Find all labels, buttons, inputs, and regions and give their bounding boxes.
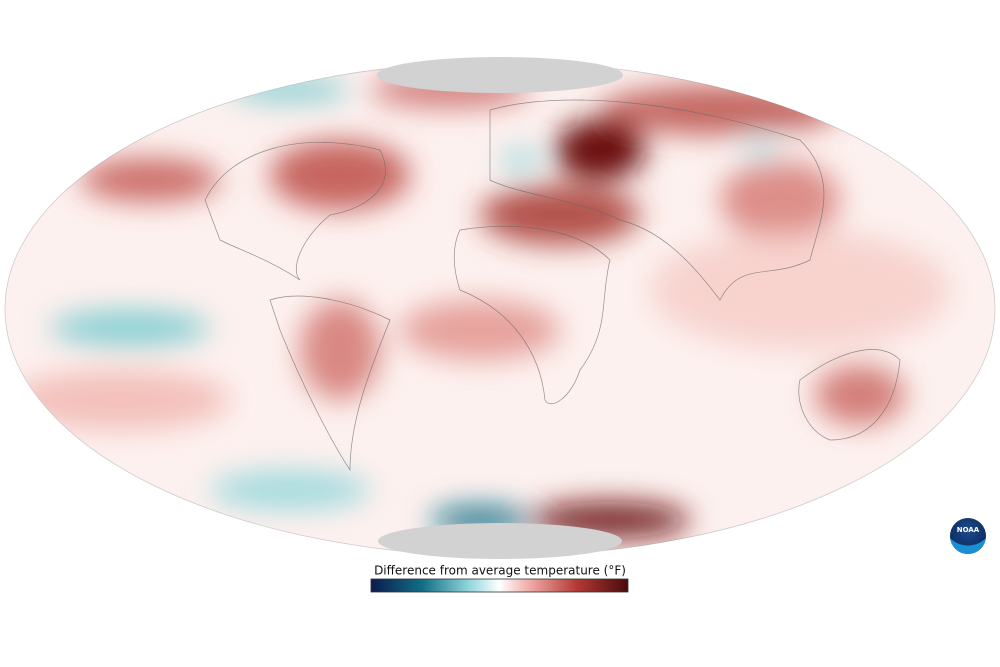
logo-text: NOAA [957,526,980,534]
globe [4,57,996,559]
color-scale [370,578,629,593]
legend-title: Difference from average temperature (°F) [374,564,626,578]
noaa-logo: NOAA [950,518,986,554]
north-pole-mask [377,57,623,93]
anomaly-field [10,72,950,538]
coastlines [204,99,901,472]
south-pole-mask [378,523,622,559]
logo-wave [950,538,986,554]
legend: Difference from average temperature (°F) [370,564,629,593]
